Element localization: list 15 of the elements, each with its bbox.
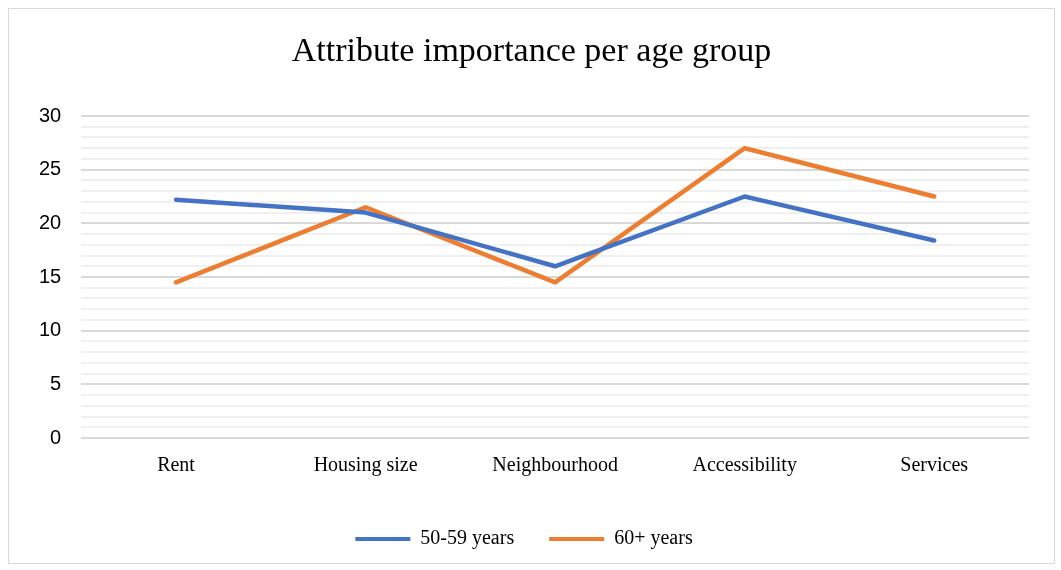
y-tick-label: 20 bbox=[39, 210, 62, 233]
y-tick-label: 5 bbox=[50, 371, 62, 394]
legend-label: 50-59 years bbox=[420, 526, 515, 550]
y-tick-label: 30 bbox=[39, 103, 62, 126]
x-tick-label: Housing size bbox=[313, 453, 418, 477]
x-tick-label: Accessibility bbox=[692, 453, 797, 477]
y-tick-label: 25 bbox=[39, 157, 62, 180]
x-tick-label: Neighbourhood bbox=[492, 453, 618, 477]
x-tick-label: Services bbox=[900, 453, 969, 476]
y-tick-label: 10 bbox=[39, 318, 62, 341]
y-tick-label: 0 bbox=[50, 425, 62, 448]
x-tick-label: Rent bbox=[157, 453, 196, 476]
chart-title: Attribute importance per age group bbox=[290, 31, 773, 69]
y-tick-label: 15 bbox=[39, 264, 62, 287]
legend-label: 60+ years bbox=[614, 526, 693, 550]
